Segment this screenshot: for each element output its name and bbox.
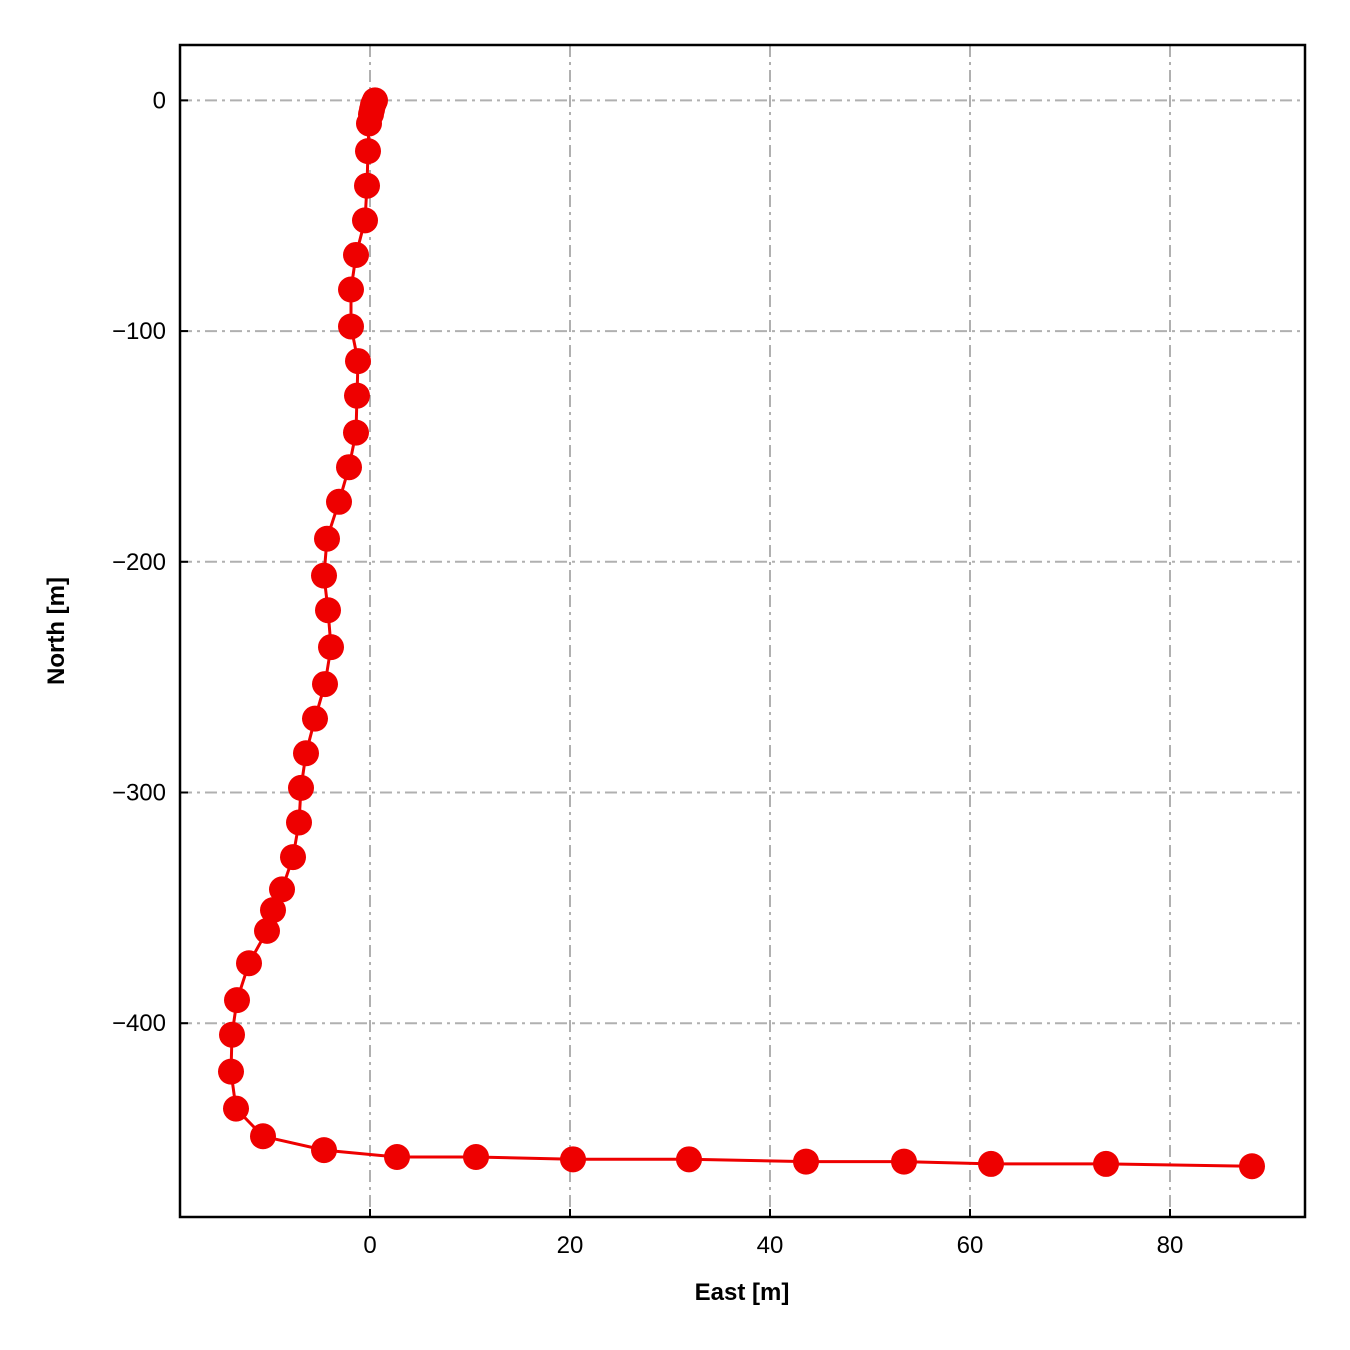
trajectory-point [793,1148,819,1175]
series-layer [218,87,1265,1180]
trajectory-point [1093,1150,1119,1177]
trajectory-point [336,454,362,481]
trajectory-point [236,950,262,977]
y-tick-label: −100 [112,318,166,345]
x-tick-label: 60 [957,1232,984,1259]
trajectory-point [302,705,328,732]
trajectory-line [229,99,1253,1168]
y-tick-label: −200 [112,549,166,576]
x-axis-label: East [m] [695,1279,790,1306]
trajectory-point [312,671,338,698]
trajectory-point [344,382,370,409]
trajectory-point [338,276,364,303]
trajectory-point [463,1144,489,1171]
trajectory-point [355,138,381,165]
trajectory-point [224,987,250,1014]
x-tick-label: 0 [363,1232,376,1259]
y-tick-label: −300 [112,779,166,806]
trajectory-point [356,110,382,137]
trajectory-point [315,597,341,624]
trajectory-point [338,313,364,340]
grid [180,45,1305,1217]
trajectory-point [260,897,286,924]
trajectory-point [311,1137,337,1164]
trajectory-point [288,774,314,801]
trajectory-point [1239,1153,1265,1180]
trajectory-point [560,1146,586,1173]
ticks: 0 20 40 60 80 0 −100 −200 −300 −400 [112,87,1183,1259]
trajectory-point [218,1058,244,1085]
y-tick-label: 0 [153,87,166,114]
trajectory-point [676,1146,702,1173]
plot-frame [178,43,1307,1219]
trajectory-point [269,876,295,903]
trajectory-point [318,634,344,661]
trajectory-point [891,1148,917,1175]
x-tick-label: 80 [1157,1232,1184,1259]
trajectory-point [345,348,371,375]
trajectory-point [384,1144,410,1171]
trajectory-point [343,419,369,446]
trajectory-point [219,1021,245,1048]
trajectory-point [254,917,280,944]
trajectory-point [978,1150,1004,1177]
trajectory-point [314,525,340,552]
trajectory-point [250,1123,276,1150]
trajectory-point [343,241,369,268]
y-tick-label: −400 [112,1010,166,1037]
trajectory-point [280,844,306,871]
trajectory-point [354,172,380,199]
y-axis-label: North [m] [43,577,70,685]
trajectory-point [223,1095,249,1122]
trajectory-point [311,562,337,589]
x-tick-label: 20 [557,1232,584,1259]
trajectory-point [352,207,378,234]
trajectory-point [286,809,312,836]
trajectory-point [326,488,352,515]
x-tick-label: 40 [757,1232,784,1259]
trajectory-point [293,740,319,767]
